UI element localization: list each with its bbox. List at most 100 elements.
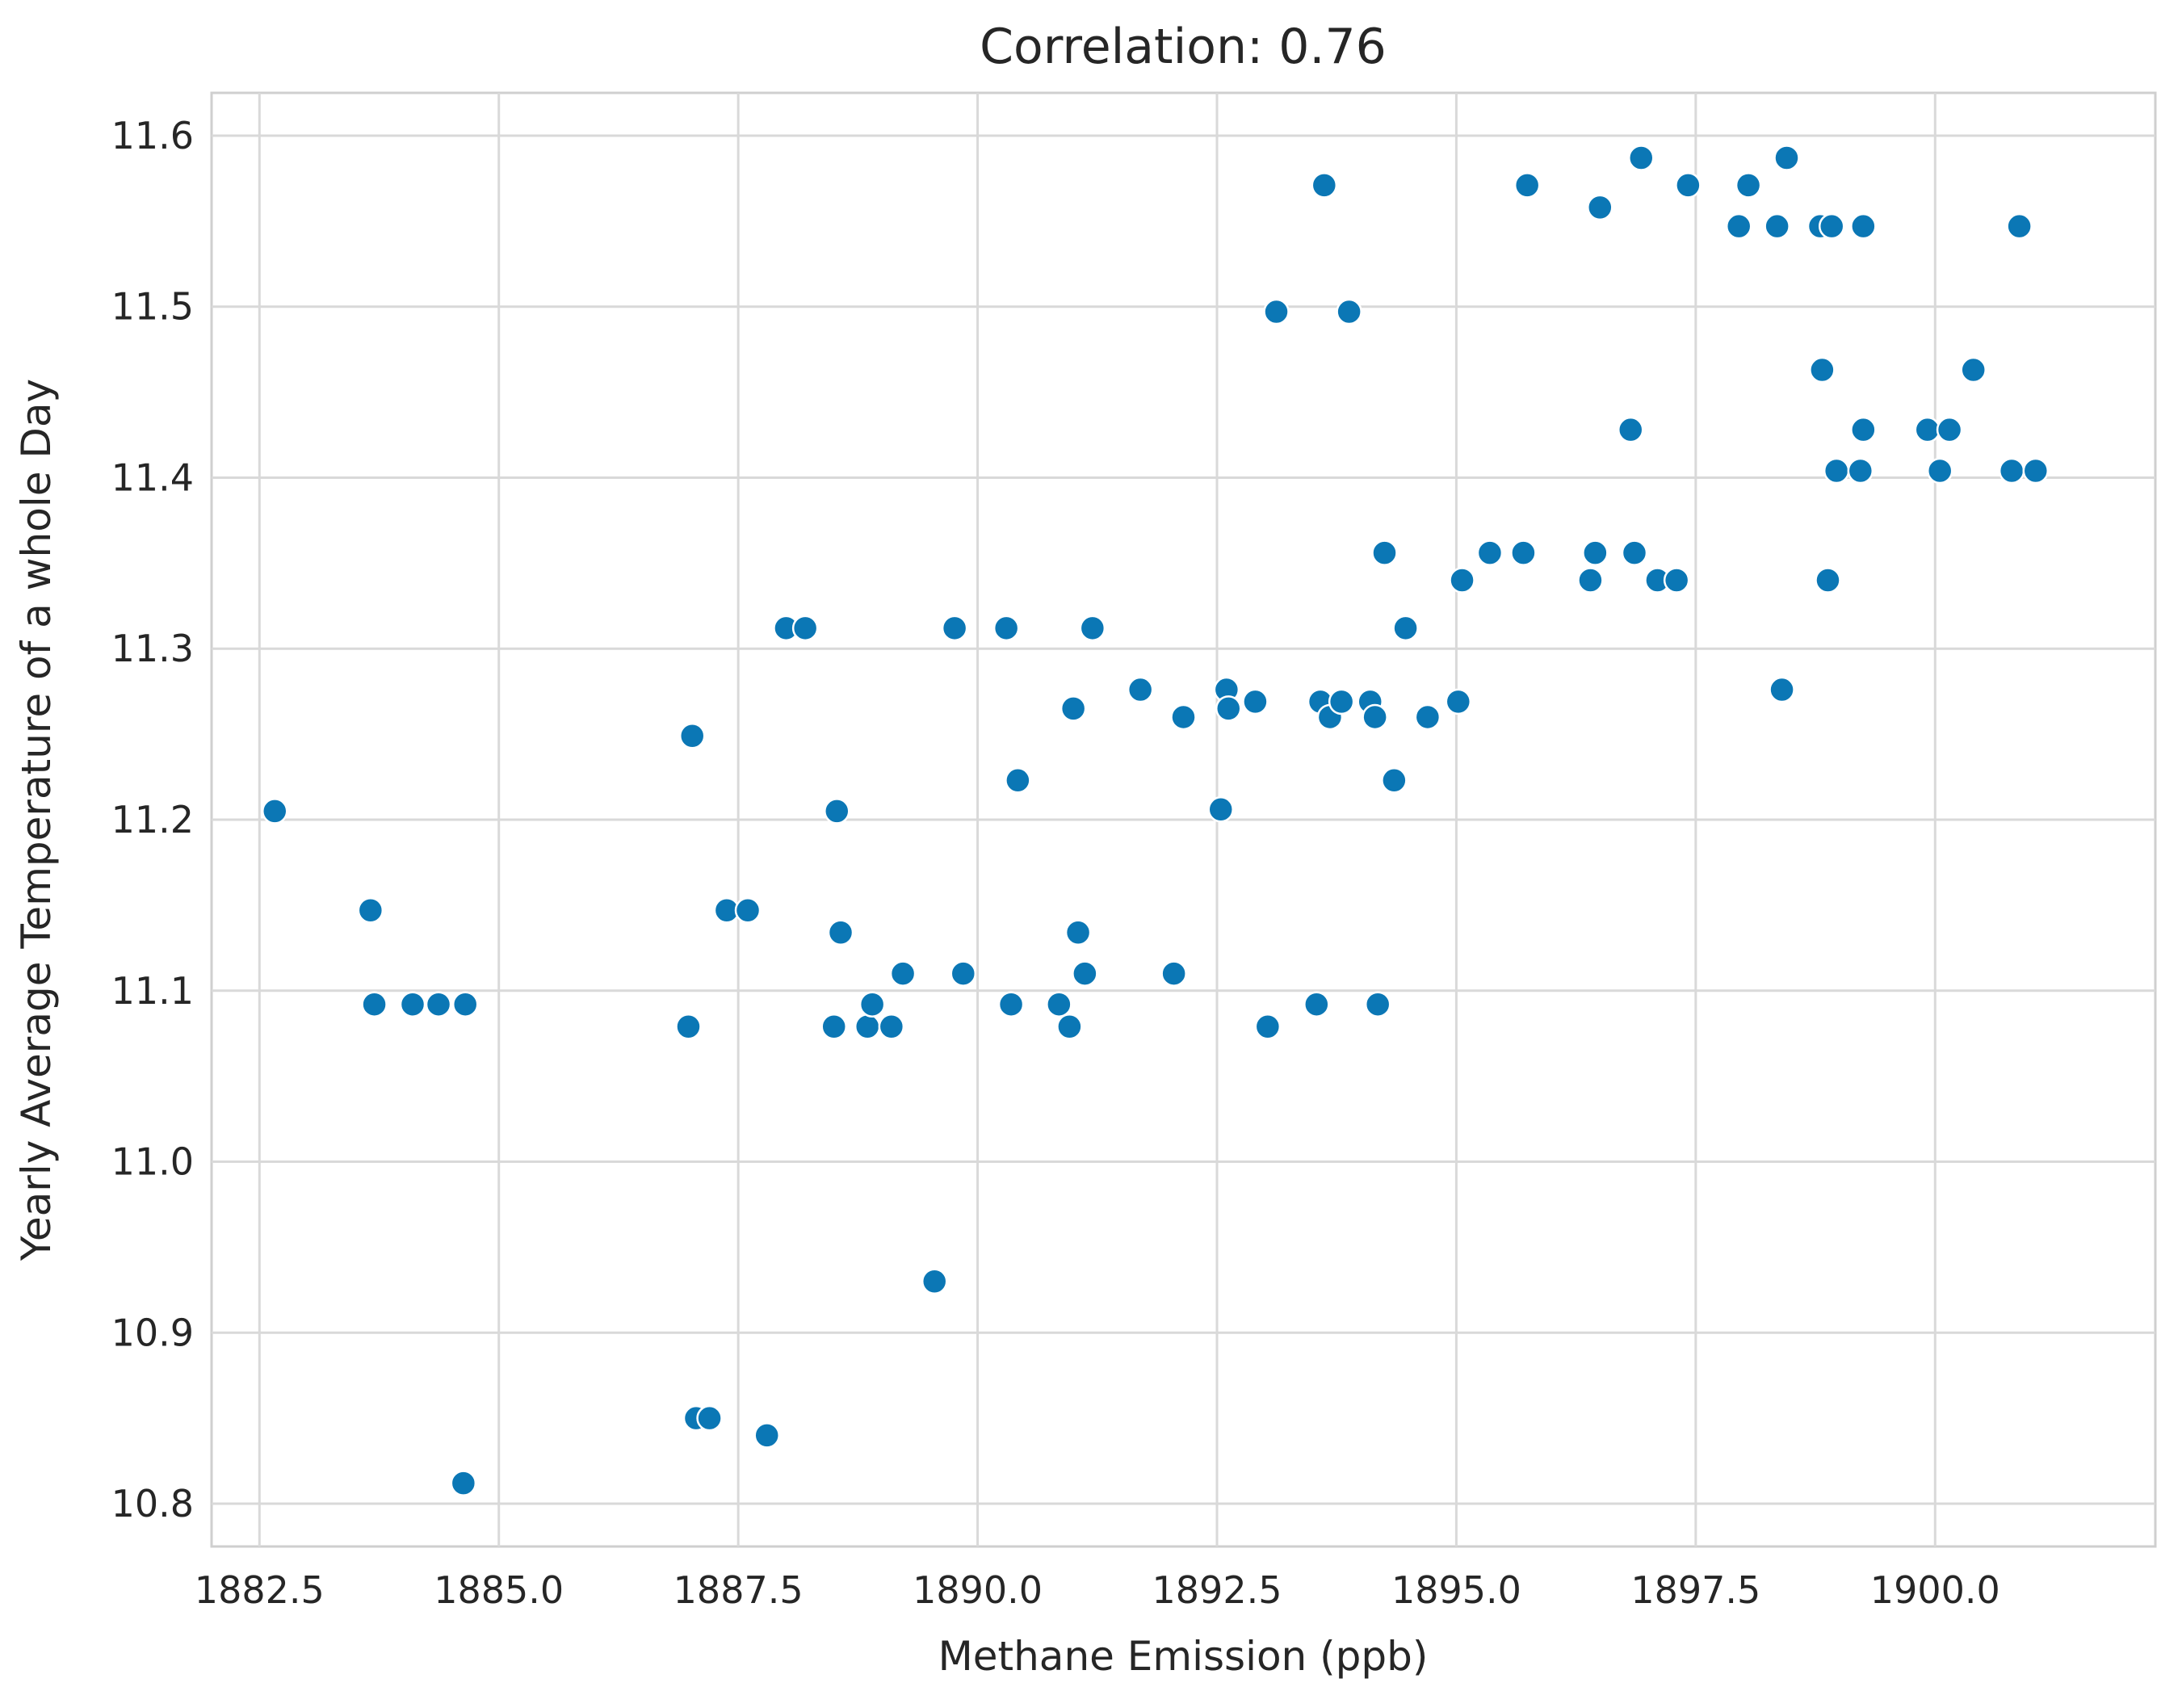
scatter-point <box>1769 676 1795 703</box>
scatter-point <box>950 960 977 987</box>
scatter-point <box>1079 615 1106 642</box>
scatter-point <box>1303 991 1330 1018</box>
scatter-point <box>734 896 762 924</box>
scatter-point <box>2022 457 2050 485</box>
scatter-point <box>1621 539 1648 566</box>
scatter-point <box>675 1013 702 1040</box>
scatter-point <box>1773 145 1800 171</box>
scatter-point <box>262 798 288 825</box>
scatter-point <box>827 919 854 946</box>
scatter-point <box>1850 416 1877 443</box>
x-tick-label: 1887.5 <box>673 1568 804 1612</box>
scatter-point <box>1577 567 1604 594</box>
scatter-point <box>1072 960 1098 987</box>
scatter-point <box>1675 172 1702 199</box>
scatter-point <box>1060 695 1087 722</box>
scatter-point <box>1311 172 1338 199</box>
x-tick-label: 1900.0 <box>1870 1568 2000 1612</box>
x-tick-labels: 1882.5 1885.0 1887.5 1890.0 1892.5 1895.0 1897… <box>195 1568 2000 1612</box>
scatter-point <box>1735 172 1762 199</box>
scatter-point <box>1809 356 1836 384</box>
scatter-point <box>1449 567 1475 594</box>
y-tick-label: 11.5 <box>111 285 194 329</box>
scatter-point <box>753 1422 780 1449</box>
y-tick-label: 11.6 <box>111 114 194 157</box>
x-tick-label: 1890.0 <box>913 1568 1043 1612</box>
scatter-point <box>941 615 968 642</box>
scatter-point <box>858 991 886 1018</box>
scatter-point <box>1663 567 1690 594</box>
scatter-point <box>1510 539 1537 566</box>
scatter-point <box>1587 194 1613 221</box>
scatter-point <box>1215 695 1242 722</box>
scatter-point <box>1207 796 1234 823</box>
scatter-point <box>992 615 1020 642</box>
scatter-point <box>696 1404 723 1432</box>
scatter-point <box>1960 356 1987 384</box>
scatter-point <box>997 991 1025 1018</box>
scatter-point <box>921 1268 948 1295</box>
scatter-point <box>1513 172 1541 199</box>
x-tick-label: 1897.5 <box>1630 1568 1760 1612</box>
x-tick-label: 1895.0 <box>1391 1568 1521 1612</box>
y-axis-label: Yearly Average Temperature of a whole Da… <box>13 379 60 1261</box>
scatter-point <box>1046 991 1072 1018</box>
scatter-point <box>1336 298 1362 325</box>
scatter-point <box>1362 703 1388 731</box>
scatter-point <box>1364 991 1391 1018</box>
y-tick-label: 11.4 <box>111 455 194 499</box>
scatter-point <box>1263 298 1290 325</box>
scatter-point <box>399 991 426 1018</box>
scatter-point <box>1160 960 1187 987</box>
scatter-point <box>450 1470 477 1496</box>
scatter-point <box>1936 416 1963 443</box>
scatter-point <box>1847 457 1874 485</box>
scatter-point <box>357 896 384 924</box>
scatter-point <box>1242 688 1269 716</box>
grid-lines <box>212 93 2155 1546</box>
y-tick-label: 11.1 <box>111 969 194 1013</box>
scatter-point <box>451 991 479 1018</box>
scatter-point <box>1254 1013 1282 1040</box>
scatter-point <box>820 1013 847 1040</box>
scatter-point <box>1371 539 1398 566</box>
x-axis-label: Methane Emission (ppb) <box>938 1633 1429 1680</box>
y-tick-label: 10.8 <box>111 1482 194 1525</box>
scatter-point <box>1170 703 1197 731</box>
scatter-point <box>1914 416 1941 443</box>
scatter-point <box>791 615 819 642</box>
scatter-point <box>854 1013 881 1040</box>
scatter-point <box>1628 145 1655 171</box>
scatter-point <box>878 1013 905 1040</box>
scatter-point <box>1926 457 1953 485</box>
scatter-point <box>1445 688 1472 716</box>
scatter-point <box>1328 688 1355 716</box>
scatter-point <box>1381 767 1408 794</box>
scatter-point <box>678 722 706 749</box>
scatter-point <box>1818 212 1845 240</box>
scatter-point <box>1414 703 1441 731</box>
y-tick-labels: 10.8 10.9 11.0 11.1 11.2 11.3 11.4 11.5 11.6 <box>111 114 194 1525</box>
data-points <box>262 145 2050 1496</box>
x-tick-label: 1885.0 <box>434 1568 564 1612</box>
scatter-point <box>889 960 917 987</box>
scatter-point <box>1056 1013 1083 1040</box>
scatter-point <box>1823 457 1850 485</box>
x-tick-label: 1892.5 <box>1152 1568 1282 1612</box>
scatter-point <box>1850 212 1877 240</box>
scatter-point <box>1064 919 1092 946</box>
scatter-point <box>425 991 452 1018</box>
scatter-point <box>1617 416 1644 443</box>
scatter-point <box>824 798 850 825</box>
scatter-point <box>1998 457 2025 485</box>
scatter-point <box>2006 212 2033 240</box>
y-tick-label: 11.2 <box>111 798 194 841</box>
x-tick-label: 1882.5 <box>195 1568 325 1612</box>
scatter-point <box>1392 615 1419 642</box>
scatter-point <box>1127 676 1154 703</box>
scatter-point <box>1815 567 1841 594</box>
scatter-point <box>1476 539 1504 566</box>
y-tick-label: 10.9 <box>111 1311 194 1354</box>
